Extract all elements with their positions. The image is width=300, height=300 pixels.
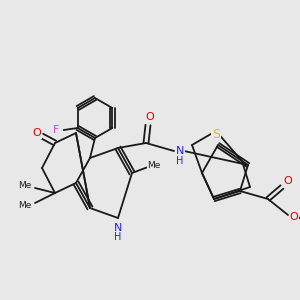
Text: F: F [52, 125, 59, 135]
Text: O: O [33, 128, 41, 138]
Text: N: N [176, 146, 184, 156]
Text: O: O [284, 176, 292, 186]
Text: H: H [176, 156, 184, 166]
Text: Me: Me [147, 160, 161, 169]
Text: O: O [290, 212, 298, 222]
Text: H: H [114, 232, 122, 242]
Text: S: S [212, 128, 220, 142]
Text: Me: Me [18, 202, 32, 211]
Text: N: N [114, 223, 122, 233]
Text: Me: Me [18, 181, 32, 190]
Text: O: O [146, 112, 154, 122]
